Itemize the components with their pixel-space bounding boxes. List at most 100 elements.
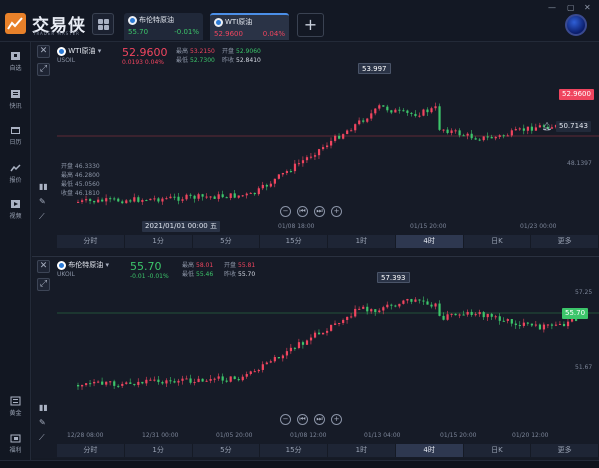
chevron-down-icon[interactable]: ▾	[103, 261, 109, 269]
stats-col-2: 开盘 55.81 昨收 55.70	[224, 261, 255, 279]
tf-tab-more[interactable]: 更多	[531, 235, 599, 248]
candle-body	[506, 135, 509, 137]
candle-body	[161, 198, 164, 202]
tf-tab[interactable]: 5分	[193, 235, 261, 248]
candle-body	[321, 147, 325, 150]
tf-tab-selected[interactable]: 4时	[395, 235, 464, 248]
candle-body	[474, 138, 477, 140]
tf-tab[interactable]: 1时	[328, 444, 396, 457]
tf-tab[interactable]: 1分	[125, 235, 193, 248]
tf-tab[interactable]: 分时	[57, 444, 125, 457]
candle-body	[542, 125, 546, 127]
globe-icon[interactable]	[565, 14, 587, 36]
tf-tab-more[interactable]: 更多	[531, 444, 599, 457]
candle-body	[325, 145, 329, 148]
pencil-icon[interactable]: ✎	[39, 418, 46, 427]
bookmark-icon	[11, 52, 20, 60]
candle-body	[93, 200, 96, 203]
candle-body	[398, 109, 401, 111]
candle-body	[570, 319, 574, 322]
timeframe-bar: 分时 1分 5分 15分 1时 4时 日K 更多	[57, 235, 599, 248]
zoom-in-button[interactable]: +	[331, 414, 342, 425]
tf-tab[interactable]: 15分	[260, 235, 328, 248]
minimize-icon[interactable]: —	[548, 3, 556, 12]
hover-low: 最低 45.0560	[61, 181, 100, 188]
candle-body	[201, 194, 204, 197]
candle-body	[113, 198, 116, 200]
tf-tab[interactable]: 1分	[125, 444, 193, 457]
sidebar-item-news[interactable]: 快讯	[0, 89, 31, 110]
trendline-icon[interactable]: ⟋	[39, 433, 45, 442]
candle-body	[197, 194, 200, 199]
tab-brent[interactable]: 布伦特原油 55.70 -0.01%	[124, 13, 203, 40]
candle-body	[89, 383, 92, 385]
candle-body	[482, 136, 485, 141]
tf-tab[interactable]: 1时	[328, 235, 396, 248]
alert-bell-icon[interactable]: 🔔︎	[542, 122, 553, 131]
stat-label: 最低	[182, 271, 195, 278]
candle-body	[249, 192, 252, 194]
trendline-icon[interactable]: ⟋	[39, 212, 45, 221]
candle-body	[446, 129, 449, 133]
candle-body	[133, 383, 136, 385]
candlestick-chart-brent[interactable]	[57, 275, 599, 443]
candle-body	[470, 133, 473, 139]
tab-wti[interactable]: WTI原油 52.9600 0.04%	[210, 13, 289, 40]
candle-body	[390, 304, 393, 306]
tf-tab[interactable]: 5分	[193, 444, 261, 457]
oil-icon	[57, 260, 66, 270]
candle-body	[325, 330, 329, 333]
candle-body	[153, 198, 156, 200]
indicator-icon[interactable]: ▮▮	[39, 182, 48, 191]
sidebar-item-quotes[interactable]: 报价	[0, 163, 31, 184]
sidebar-item-video[interactable]: 视频	[0, 199, 31, 220]
hover-open: 开盘 46.3330	[61, 163, 100, 170]
chevron-down-icon[interactable]: ▾	[95, 47, 102, 55]
pencil-icon[interactable]: ✎	[39, 197, 46, 206]
sidebar-item-label: 自选	[9, 65, 22, 72]
symbol-name[interactable]: WTI原油	[68, 47, 96, 55]
close-icon[interactable]: ✕	[584, 3, 591, 12]
price-block: 55.70 -0.01 -0.01%	[130, 260, 169, 280]
candle-body	[522, 128, 525, 131]
candle-body	[450, 313, 453, 315]
last-price: 52.9600	[122, 46, 168, 59]
tab-name: 布伦特原油	[139, 16, 174, 24]
candle-body	[462, 314, 465, 316]
tf-tab[interactable]: 15分	[260, 444, 328, 457]
close-chart-button[interactable]: ✕	[37, 45, 50, 58]
forward-button[interactable]: ⏭	[314, 206, 325, 217]
candlestick-chart-wti[interactable]	[57, 62, 599, 238]
close-chart-button[interactable]: ✕	[37, 260, 50, 273]
layout-grid-button[interactable]	[92, 13, 114, 35]
candle-body	[101, 199, 104, 202]
sidebar-item-calendar[interactable]: 日历	[0, 125, 31, 146]
candle-body	[173, 196, 176, 198]
add-tab-button[interactable]: +	[297, 13, 324, 37]
chart-icon	[10, 164, 21, 172]
zoom-out-button[interactable]: −	[280, 414, 291, 425]
maximize-icon[interactable]: ▢	[567, 3, 575, 12]
sidebar-item-watchlist[interactable]: 自选	[0, 51, 31, 72]
candle-body	[289, 347, 293, 352]
symbol-name[interactable]: 布伦特原油	[68, 261, 104, 269]
rewind-button[interactable]: ⏮	[297, 414, 308, 425]
rewind-button[interactable]: ⏮	[297, 206, 308, 217]
expand-chart-button[interactable]: ⤢	[37, 63, 50, 76]
candle-body	[209, 379, 212, 381]
candle-body	[141, 381, 144, 384]
tf-tab[interactable]: 分时	[57, 235, 125, 248]
forward-button[interactable]: ⏭	[314, 414, 325, 425]
candle-body	[426, 301, 429, 305]
x-tick: 12/28 08:00	[67, 432, 104, 439]
tf-tab[interactable]: 日K	[464, 444, 532, 457]
zoom-out-button[interactable]: −	[280, 206, 291, 217]
sidebar-item-gold[interactable]: 黄金	[0, 396, 31, 417]
tf-tab[interactable]: 日K	[464, 235, 532, 248]
x-tick: 01/08 18:00	[278, 223, 315, 230]
zoom-in-button[interactable]: +	[331, 206, 342, 217]
indicator-icon[interactable]: ▮▮	[39, 403, 48, 412]
expand-chart-button[interactable]: ⤢	[37, 278, 50, 291]
tf-tab-selected[interactable]: 4时	[395, 444, 464, 457]
sidebar-item-benefits[interactable]: 福利	[0, 433, 31, 454]
